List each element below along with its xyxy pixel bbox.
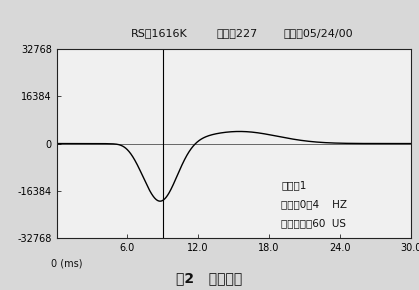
Text: 图2   测试曲线: 图2 测试曲线 — [176, 271, 243, 285]
Text: 桩号：227: 桩号：227 — [216, 28, 257, 38]
Text: RS－1616K: RS－1616K — [131, 28, 188, 38]
Text: 增益：1: 增益：1 — [282, 180, 307, 190]
Text: 滤波：0－4    HZ: 滤波：0－4 HZ — [282, 199, 347, 209]
Text: 0 (ms): 0 (ms) — [51, 259, 82, 269]
Text: 日期：05/24/00: 日期：05/24/00 — [284, 28, 353, 38]
Text: 采样时间：60  US: 采样时间：60 US — [282, 218, 347, 228]
